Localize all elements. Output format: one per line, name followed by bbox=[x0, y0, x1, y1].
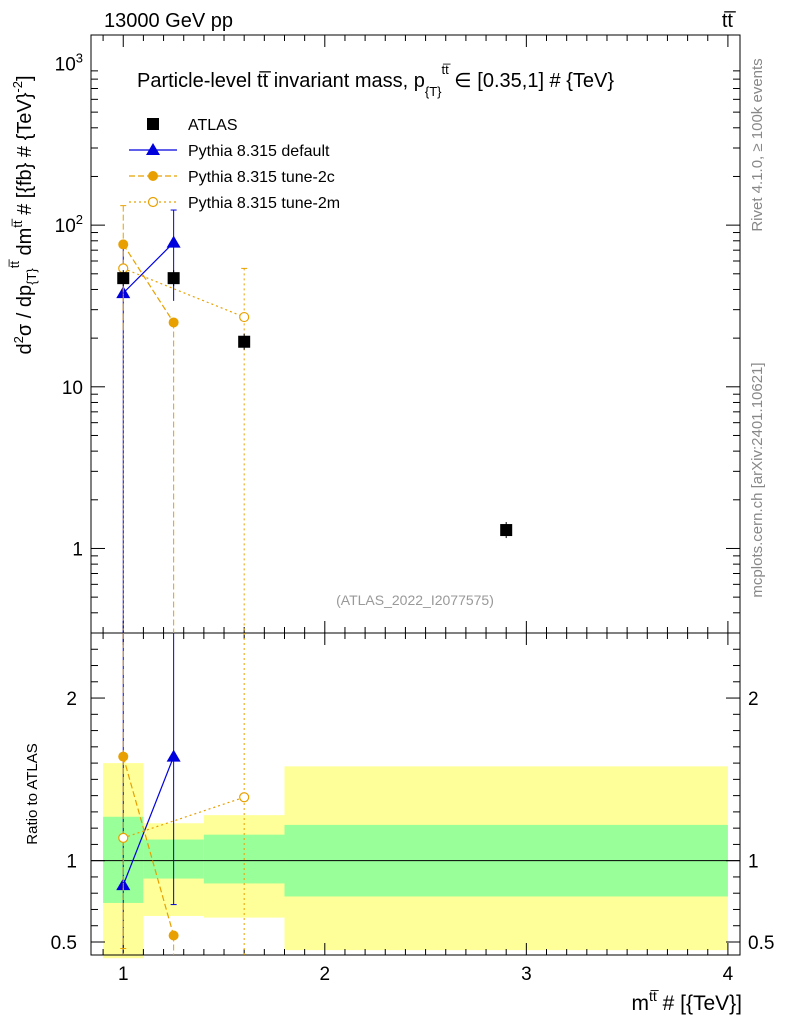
legend-marker-default bbox=[146, 143, 160, 155]
marker-default bbox=[166, 235, 181, 248]
data-point bbox=[167, 272, 180, 285]
series-line-tune2c bbox=[122, 244, 175, 323]
legend: ATLAS Pythia 8.315 default Pythia 8.315 tu… bbox=[129, 117, 340, 212]
title-sup: tt̅ bbox=[442, 62, 451, 77]
legend-label-tune2m: Pythia 8.315 tune-2m bbox=[188, 195, 340, 212]
y-label-dm: dm bbox=[14, 228, 36, 261]
ratio-tick-label-left: 2 bbox=[66, 689, 77, 710]
ratio-frame bbox=[90, 632, 741, 956]
y-tick-base: 10 bbox=[55, 216, 76, 237]
y-tick-label: 10 bbox=[62, 378, 83, 399]
y-label-sub: {T} bbox=[24, 268, 39, 285]
y-axis-label: d2σ / dp{T}tt̅ dmtt̅ # [{fb} # {TeV}-2] bbox=[7, 75, 39, 354]
ratio-marker-tune2m bbox=[239, 792, 250, 803]
ratio-tick-label-right: 2 bbox=[748, 689, 759, 710]
series-tune2m bbox=[118, 263, 250, 955]
header-right-label: tt̅ bbox=[722, 10, 736, 32]
y-tick-label: 103 bbox=[55, 50, 83, 75]
series-tune2c bbox=[118, 205, 179, 955]
series-line-default bbox=[122, 242, 175, 294]
series-line-tune2m bbox=[123, 267, 245, 318]
y-tick-base: 10 bbox=[55, 54, 76, 75]
ratio-y-axis-label: Ratio to ATLAS bbox=[24, 743, 41, 844]
mcplots-label: mcplots.cern.ch [arXiv:2401.10621] bbox=[749, 362, 766, 597]
title-tail: ∈ [0.35,1] # {TeV} bbox=[449, 70, 615, 92]
legend-label-default: Pythia 8.315 default bbox=[188, 143, 330, 160]
legend-label-tune2c: Pythia 8.315 tune-2c bbox=[188, 169, 335, 186]
x-tick-label: 4 bbox=[723, 964, 734, 985]
y-tick-label: 1 bbox=[72, 539, 83, 560]
y-label-close: ] bbox=[14, 75, 36, 81]
chart-title: Particle-level tt̅ invariant mass, p{T}t… bbox=[137, 62, 614, 99]
legend-label-data: ATLAS bbox=[188, 117, 238, 134]
legend-marker-data bbox=[147, 118, 159, 130]
rivet-label: Rivet 4.1.0, ≥ 100k events bbox=[749, 58, 766, 231]
x-tick-label: 1 bbox=[118, 964, 129, 985]
data-point bbox=[238, 335, 251, 348]
watermark-label: (ATLAS_2022_I2077575) bbox=[336, 592, 494, 608]
ratio-tick-label-right: 0.5 bbox=[748, 933, 774, 954]
y-label-sup1: tt̅ bbox=[7, 259, 22, 268]
x-label-main: m bbox=[631, 992, 649, 1015]
ratio-bands bbox=[103, 763, 728, 959]
data-point bbox=[500, 524, 513, 537]
y-tick-exp: 3 bbox=[76, 50, 83, 65]
ratio-marker-default bbox=[166, 749, 181, 762]
ratio-marker-tune2m bbox=[118, 832, 129, 844]
ratio-line-tune2m bbox=[123, 796, 245, 839]
ratio-marker-tune2c bbox=[118, 751, 129, 762]
ratio-tick-label-left: 1 bbox=[66, 852, 77, 873]
x-tick-label: 3 bbox=[521, 964, 532, 985]
ratio-tick-label-left: 0.5 bbox=[51, 933, 77, 954]
x-label-sup: tt̅ bbox=[649, 988, 660, 1004]
ratio-line-default bbox=[122, 756, 175, 886]
title-main: Particle-level tt̅ invariant mass, p bbox=[137, 70, 425, 92]
title-sub: {T} bbox=[425, 84, 442, 99]
ratio-line-tune2c bbox=[122, 756, 175, 936]
marker-tune2c bbox=[168, 317, 179, 328]
y-tick-exp: 2 bbox=[76, 212, 83, 227]
y-label-two: 2 bbox=[11, 336, 26, 343]
y-label-unit: # [{fb} # {TeV} bbox=[14, 92, 36, 220]
y-tick-label: 102 bbox=[55, 212, 83, 237]
header-left-label: 13000 GeV pp bbox=[104, 10, 233, 32]
axis-ticks bbox=[91, 35, 740, 955]
marker-tune2c bbox=[118, 239, 129, 250]
data-point bbox=[117, 272, 130, 285]
legend-marker-tune2m bbox=[147, 196, 159, 208]
x-tick-label: 2 bbox=[320, 964, 331, 985]
y-label-sup2: tt̅ bbox=[10, 218, 25, 227]
ratio-tick-label-right: 1 bbox=[748, 852, 759, 873]
y-label-exp: -2 bbox=[10, 81, 25, 93]
series-data bbox=[117, 270, 513, 539]
marker-tune2m bbox=[239, 311, 250, 323]
x-label-tail: # [{TeV}] bbox=[657, 992, 742, 1015]
y-label-sig: σ / dp bbox=[14, 285, 36, 336]
y-label-d: d bbox=[14, 343, 36, 354]
x-axis-label: mtt̅ # [{TeV}] bbox=[631, 988, 742, 1015]
ratio-marker-tune2c bbox=[168, 930, 179, 941]
legend-marker-tune2c bbox=[148, 171, 158, 181]
